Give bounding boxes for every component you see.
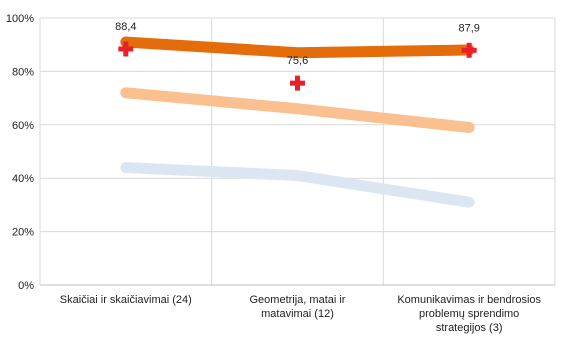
data-point-marker — [118, 41, 134, 57]
marker-bar-v — [123, 41, 129, 57]
data-label: 88,4 — [115, 21, 136, 33]
data-labels: 88,4 75,6 87,9 — [115, 21, 480, 67]
y-tick-label: 100% — [6, 13, 34, 25]
y-tick-label: 0% — [18, 280, 34, 292]
y-tick-label: 20% — [12, 227, 34, 239]
marker-bar-v — [466, 42, 472, 58]
data-label: 87,9 — [458, 22, 479, 34]
x-category-label: problemų sprendimo — [419, 308, 519, 320]
data-point-marker — [461, 42, 477, 58]
x-category-label: strategijos (3) — [436, 322, 503, 334]
x-category-label: Komunikavimas ir bendrosios — [397, 294, 541, 306]
x-category-label: Geometrija, matai ir — [250, 294, 346, 306]
y-axis: 0% 20% 40% 60% 80% 100% — [6, 13, 34, 292]
series-line — [120, 36, 475, 59]
y-tick-label: 60% — [12, 120, 34, 132]
y-tick-label: 80% — [12, 66, 34, 78]
marker-bar-v — [295, 75, 300, 91]
series-group — [118, 36, 477, 208]
x-category-label: Skaičiai ir skaičiavimai (24) — [60, 294, 192, 306]
data-point-marker — [290, 75, 305, 91]
series-line — [120, 162, 475, 208]
series-line — [120, 87, 475, 133]
x-axis: Skaičiai ir skaičiavimai (24) Geometrija,… — [40, 284, 555, 334]
y-tick-label: 40% — [12, 173, 34, 185]
data-label: 75,6 — [287, 55, 308, 67]
x-category-label: matavimai (12) — [261, 308, 334, 320]
